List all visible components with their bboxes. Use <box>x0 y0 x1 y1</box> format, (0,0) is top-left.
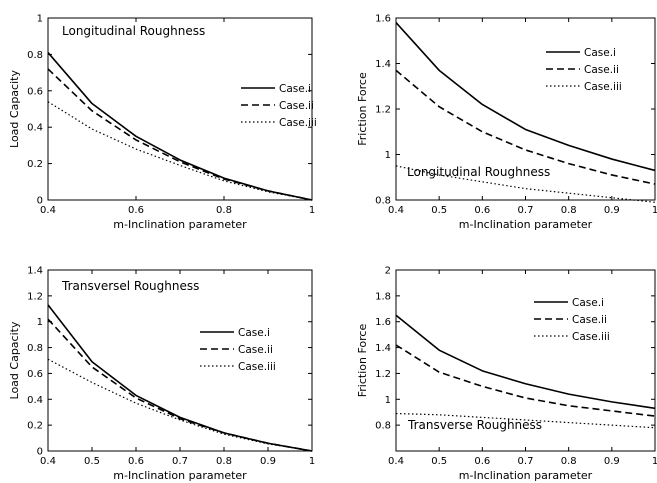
legend: Case.i Case.ii Case.iii <box>546 47 622 93</box>
series-line-case-ii <box>395 344 656 417</box>
y-tick-label: 1.2 <box>375 105 391 116</box>
plot-area <box>47 17 313 201</box>
legend-label: Case.i <box>572 297 604 309</box>
y-tick-label: 0.2 <box>27 421 43 432</box>
x-tick-label: 0.6 <box>474 205 490 216</box>
series-line-case-iii <box>395 165 656 203</box>
plot-area <box>395 269 656 452</box>
y-tick-label: 0.4 <box>27 395 43 406</box>
x-axis-label: m-Inclination parameter <box>113 218 247 231</box>
y-tick-label: 1.4 <box>375 59 391 70</box>
y-tick-label: 0.8 <box>27 343 43 354</box>
x-tick-label: 0.5 <box>431 456 447 467</box>
legend-label: Case.i <box>279 83 311 95</box>
y-tick-label: 0.8 <box>375 196 391 207</box>
y-axis-label: Load Capacity <box>8 70 21 148</box>
y-tick-label: 1.8 <box>375 291 391 302</box>
y-tick-label: 0.2 <box>27 159 43 170</box>
y-tick-label: 1 <box>37 317 43 328</box>
chart-panel-2: 0.4 0.5 0.6 0.7 0.8 0.9 1 0.8 1 1.2 1.4 1.6 m-Inclin… <box>356 14 657 232</box>
y-tick-label: 1 <box>385 150 391 161</box>
plot-annotation: Transversel Roughness <box>61 279 199 293</box>
y-tick-label: 1.2 <box>375 369 391 380</box>
y-axis-label: Load Capacity <box>8 321 21 399</box>
x-tick-label: 0.4 <box>388 205 404 216</box>
y-tick-label: 0 <box>37 447 43 458</box>
series-line-case-i <box>395 314 656 410</box>
x-tick-label: 0.8 <box>216 456 232 467</box>
chart-panel-4: 0.4 0.5 0.6 0.7 0.8 0.9 1 0.8 1 1.2 1.4 1.6 1.8 2 m-In… <box>356 266 657 483</box>
x-tick-label: 0.5 <box>431 205 447 216</box>
x-tick-label: 1 <box>309 456 315 467</box>
x-tick-label: 0.7 <box>172 456 188 467</box>
series-line-case-i <box>395 22 656 172</box>
x-axis-label: m-Inclination parameter <box>113 469 247 482</box>
x-tick-label: 0.4 <box>40 456 56 467</box>
y-tick-label: 1 <box>37 14 43 25</box>
x-tick-label: 1 <box>652 205 657 216</box>
legend-label: Case.iii <box>238 361 276 373</box>
y-tick-label: 1.4 <box>27 266 43 277</box>
x-tick-label: 0.5 <box>84 456 100 467</box>
plot-annotation: Longitudinal Roughness <box>62 24 205 38</box>
legend-label: Case.i <box>584 47 616 59</box>
x-tick-label: 1 <box>309 205 315 216</box>
y-tick-label: 1.4 <box>375 343 391 354</box>
x-tick-label: 0.9 <box>604 456 620 467</box>
x-tick-label: 0.4 <box>388 456 404 467</box>
legend: Case.i Case.ii Case.iii <box>534 297 610 343</box>
legend-label: Case.ii <box>584 64 619 76</box>
legend: Case.i Case.ii Case.iii <box>241 83 317 129</box>
series-line-case-iii <box>395 412 656 429</box>
y-tick-label: 1.2 <box>27 291 43 302</box>
x-tick-label: 0.8 <box>561 205 577 216</box>
y-tick-label: 0.4 <box>27 123 43 134</box>
x-tick-label: 0.8 <box>561 456 577 467</box>
series-line-case-ii <box>47 68 313 201</box>
x-tick-label: 0.9 <box>604 205 620 216</box>
legend-label: Case.iii <box>584 81 622 93</box>
x-tick-label: 0.6 <box>128 456 144 467</box>
x-tick-label: 0.6 <box>128 205 144 216</box>
legend-label: Case.ii <box>572 314 607 326</box>
x-tick-label: 0.4 <box>40 205 56 216</box>
x-tick-label: 0.9 <box>260 456 276 467</box>
y-tick-label: 2 <box>385 266 391 277</box>
x-tick-label: 0.6 <box>474 456 490 467</box>
y-axis-label: Friction Force <box>356 72 369 146</box>
plot-annotation: Longitudinal Roughness <box>407 165 550 179</box>
plot-area <box>395 17 656 201</box>
x-tick-label: 0.7 <box>518 456 534 467</box>
x-axis-label: m-Inclination parameter <box>459 469 593 482</box>
series-line-case-iii <box>47 358 313 452</box>
y-tick-label: 0 <box>37 196 43 207</box>
y-tick-label: 0.6 <box>27 369 43 380</box>
legend-label: Case.ii <box>238 344 273 356</box>
y-tick-label: 1.6 <box>375 14 391 25</box>
legend-label: Case.i <box>238 327 270 339</box>
series-line-case-ii <box>395 69 656 185</box>
legend-label: Case.iii <box>572 331 610 343</box>
x-tick-label: 0.8 <box>216 205 232 216</box>
legend: Case.i Case.ii Case.iii <box>200 327 276 373</box>
y-axis-label: Friction Force <box>356 324 369 398</box>
legend-label: Case.iii <box>279 117 317 129</box>
plot-annotation: Transverse Roughness <box>407 418 542 432</box>
x-tick-label: 0.7 <box>518 205 534 216</box>
series-line-case-ii <box>47 318 313 452</box>
y-tick-label: 1.6 <box>375 317 391 328</box>
y-tick-label: 0.6 <box>27 86 43 97</box>
legend-label: Case.ii <box>279 100 314 112</box>
y-tick-label: 1 <box>385 395 391 406</box>
x-axis-label: m-Inclination parameter <box>459 218 593 231</box>
x-tick-label: 1 <box>652 456 657 467</box>
y-tick-label: 0.8 <box>375 421 391 432</box>
chart-panel-3: 0.4 0.5 0.6 0.7 0.8 0.9 1 0 0.2 0.4 0.6 0.8 1 1.2 1.4 m… <box>8 266 315 483</box>
chart-panel-1: 0.4 0.6 0.8 1 0 0.2 0.4 0.6 0.8 1 m-Inclination pa… <box>8 14 317 232</box>
y-tick-label: 0.8 <box>27 50 43 61</box>
